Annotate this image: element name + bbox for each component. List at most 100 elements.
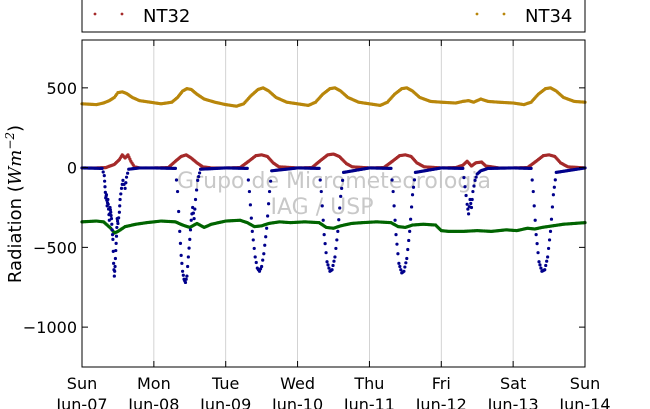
data-point <box>118 197 122 202</box>
data-point <box>463 185 467 189</box>
data-point <box>550 205 555 209</box>
data-point <box>333 255 337 259</box>
data-point <box>341 178 345 182</box>
data-point <box>398 264 402 269</box>
data-point <box>320 204 324 208</box>
data-point <box>409 217 413 221</box>
data-point <box>246 178 250 182</box>
data-point <box>340 186 344 190</box>
data-point <box>410 193 415 197</box>
data-point <box>465 202 469 206</box>
data-point <box>339 194 343 198</box>
data-point <box>185 274 189 278</box>
data-point <box>412 178 417 182</box>
data-point <box>323 242 327 246</box>
data-point <box>391 189 395 194</box>
data-point <box>249 216 253 220</box>
data-point <box>537 260 541 264</box>
data-point <box>180 261 184 265</box>
legend-marker-nt34-b <box>502 12 506 16</box>
data-point <box>404 261 408 265</box>
x-tick-label-day: Mon <box>137 374 171 393</box>
data-point <box>251 238 255 242</box>
data-point <box>411 185 416 189</box>
x-tick-label-date: Jun-11 <box>343 395 395 409</box>
data-point <box>198 171 202 175</box>
data-point <box>552 185 556 189</box>
y-axis-label-exponent: −2 <box>3 132 17 150</box>
data-point <box>397 261 401 265</box>
y-axis-label-text: Radiation ( <box>5 185 26 283</box>
data-point <box>245 166 249 171</box>
data-point <box>252 246 256 251</box>
data-point <box>179 253 183 257</box>
x-tick-label-date: Jun-12 <box>415 395 467 409</box>
data-point <box>534 233 538 237</box>
data-point <box>112 261 116 265</box>
watermark-line-1: Grupo de Micrometeorologia <box>177 169 491 194</box>
data-point <box>123 186 127 190</box>
data-point <box>183 280 188 285</box>
x-tick-label-day: Thu <box>353 374 384 393</box>
data-point <box>119 186 124 190</box>
data-point <box>317 166 321 171</box>
data-point <box>101 170 105 174</box>
data-point <box>469 201 473 206</box>
data-point <box>318 178 322 182</box>
data-point <box>110 222 114 226</box>
data-point <box>191 211 195 215</box>
data-point <box>553 178 557 182</box>
data-point <box>248 203 252 207</box>
data-point <box>470 197 474 202</box>
data-point <box>330 268 334 272</box>
x-tick-label-date: Jun-07 <box>55 395 107 409</box>
y-axis-label: Radiation (Wm−2) <box>3 125 26 283</box>
data-point <box>250 229 254 234</box>
data-point <box>547 238 552 242</box>
data-point <box>396 252 400 256</box>
data-point <box>389 166 393 171</box>
data-point <box>116 221 120 226</box>
data-point <box>408 229 412 234</box>
data-point <box>181 269 185 273</box>
legend-label-nt34: NT34 <box>525 6 572 27</box>
data-point <box>187 246 191 250</box>
data-point <box>126 171 130 175</box>
data-point <box>531 189 535 194</box>
data-point <box>257 269 262 273</box>
data-point <box>530 178 534 182</box>
data-point <box>338 206 342 210</box>
legend-marker-nt32-a <box>93 12 97 16</box>
data-point <box>113 269 117 273</box>
watermark-line-2: IAG / USP <box>271 195 374 220</box>
data-point <box>319 189 323 194</box>
data-point <box>471 189 475 194</box>
data-point <box>177 209 181 214</box>
x-tick-label-day: Sun <box>67 374 97 393</box>
data-point <box>110 228 114 232</box>
y-tick-label: 500 <box>46 79 77 98</box>
data-point <box>258 267 263 271</box>
data-series <box>80 86 587 285</box>
data-point <box>551 193 555 197</box>
data-point <box>102 173 106 178</box>
data-point <box>549 217 554 221</box>
data-point <box>178 241 183 245</box>
plot-area <box>82 40 585 367</box>
data-point <box>193 207 197 211</box>
data-point <box>188 237 192 241</box>
data-point <box>402 269 406 273</box>
data-point <box>108 208 112 212</box>
data-point <box>114 248 118 253</box>
data-point <box>106 197 110 202</box>
data-point <box>121 178 125 182</box>
data-point <box>175 189 180 194</box>
x-tick-label-date: Jun-10 <box>271 395 323 409</box>
data-point <box>532 204 536 208</box>
data-point <box>321 218 325 222</box>
data-point <box>193 197 198 202</box>
data-point <box>466 207 470 211</box>
data-point <box>327 266 331 270</box>
data-point <box>337 218 341 222</box>
